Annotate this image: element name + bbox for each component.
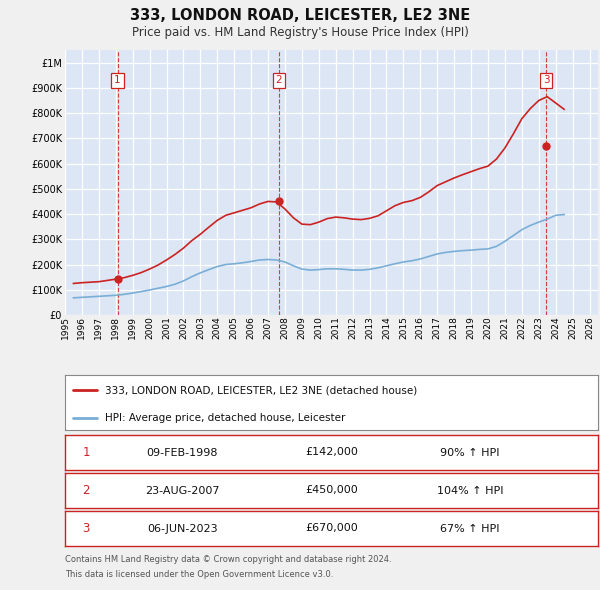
Text: 90% ↑ HPI: 90% ↑ HPI xyxy=(440,447,500,457)
Text: £142,000: £142,000 xyxy=(305,447,358,457)
Text: HPI: Average price, detached house, Leicester: HPI: Average price, detached house, Leic… xyxy=(105,413,346,423)
Text: Price paid vs. HM Land Registry's House Price Index (HPI): Price paid vs. HM Land Registry's House … xyxy=(131,26,469,39)
Text: 2: 2 xyxy=(83,484,90,497)
Text: 1: 1 xyxy=(83,446,90,459)
Text: £450,000: £450,000 xyxy=(305,486,358,496)
Text: This data is licensed under the Open Government Licence v3.0.: This data is licensed under the Open Gov… xyxy=(65,570,334,579)
Text: Contains HM Land Registry data © Crown copyright and database right 2024.: Contains HM Land Registry data © Crown c… xyxy=(65,555,392,564)
Text: 3: 3 xyxy=(543,76,550,86)
Text: 3: 3 xyxy=(83,522,90,535)
Text: 333, LONDON ROAD, LEICESTER, LE2 3NE: 333, LONDON ROAD, LEICESTER, LE2 3NE xyxy=(130,8,470,23)
Text: 2: 2 xyxy=(275,76,282,86)
Text: £670,000: £670,000 xyxy=(305,523,358,533)
Text: 06-JUN-2023: 06-JUN-2023 xyxy=(147,523,218,533)
Text: 67% ↑ HPI: 67% ↑ HPI xyxy=(440,523,500,533)
Text: 1: 1 xyxy=(115,76,121,86)
Text: 23-AUG-2007: 23-AUG-2007 xyxy=(145,486,220,496)
Text: 104% ↑ HPI: 104% ↑ HPI xyxy=(437,486,503,496)
Text: 333, LONDON ROAD, LEICESTER, LE2 3NE (detached house): 333, LONDON ROAD, LEICESTER, LE2 3NE (de… xyxy=(105,385,417,395)
Text: 09-FEB-1998: 09-FEB-1998 xyxy=(146,447,218,457)
